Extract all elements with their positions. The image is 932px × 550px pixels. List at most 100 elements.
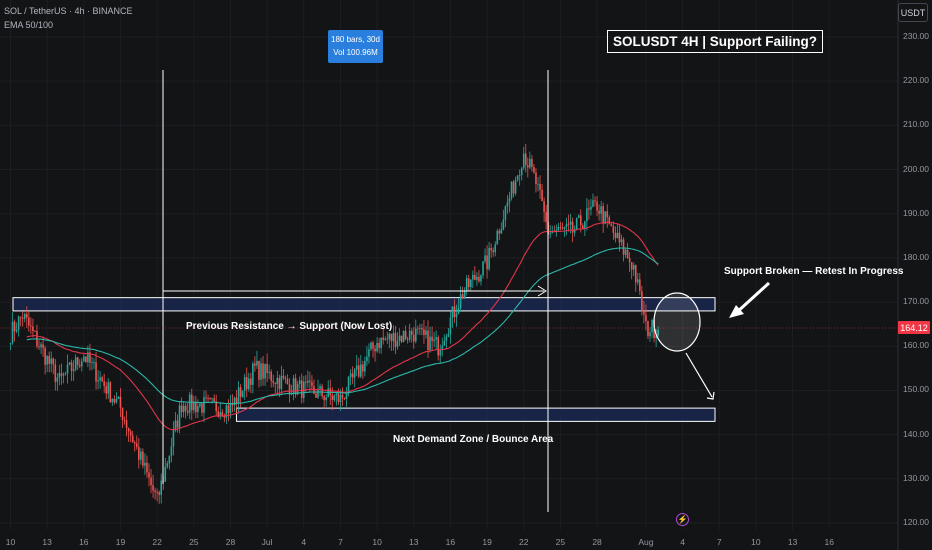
x-tick-label: 25 [189,537,199,547]
candle-body [199,403,201,407]
candle-body [166,463,169,467]
candle-body [634,264,637,283]
candle-body [376,342,378,352]
y-tick-label: 200.00 [903,163,929,174]
candle-body [400,335,403,342]
candle-body [425,330,427,335]
candle-body [567,223,570,225]
candle-body [498,230,501,234]
candle-body [469,279,472,288]
candle-body [140,451,142,460]
candle-body [17,316,20,330]
candle-body [83,356,85,362]
candle-body [490,247,492,251]
support-broken-annotation[interactable]: Support Broken — Retest In Progress [724,266,904,277]
candle-body [543,201,545,212]
candle-body [180,405,183,413]
candle-body [592,200,594,207]
candle-body [30,325,32,327]
candle-body [565,223,568,227]
candle-body [649,332,651,337]
candle-body [148,472,150,478]
x-tick-label: 13 [42,537,52,547]
candle-body [211,398,213,400]
candle-body [608,217,611,225]
next-demand-annotation[interactable]: Next Demand Zone / Bounce Area [393,434,554,445]
candle-body [323,396,325,401]
symbol-header: SOL / TetherUS · 4h · BINANCE [4,6,133,16]
candle-body [62,374,65,376]
candle-body [549,233,552,235]
candle-body [500,229,503,234]
candle-body [138,447,140,460]
measure-bars-label: 180 bars, 30d [331,35,380,44]
candle-body [272,380,275,383]
candle-body [600,206,602,214]
candle-body [606,211,609,218]
candle-body [612,226,615,233]
candle-body [197,406,199,413]
candle-body [588,208,590,210]
candle-body [435,337,437,340]
candle-body [292,378,295,394]
candle-body [52,358,55,365]
currency-button[interactable]: USDT [898,3,928,22]
candle-body [467,278,470,288]
candle-body [343,397,346,399]
candle-body [655,335,657,339]
x-tick-label: 16 [824,537,834,547]
x-tick-label: 19 [482,537,492,547]
x-tick-label: 10 [751,537,761,547]
candle-body [622,239,625,255]
candle-body [620,239,623,243]
candle-body [386,338,389,340]
candle-body [486,255,488,270]
previous-resistance-annotation[interactable]: Previous Resistance → Support (Now Lost) [186,321,393,332]
candle-body [158,492,160,495]
candle-body [474,274,476,280]
candle-body [478,276,480,282]
candle-body [353,369,356,378]
last-price-tag: 164.12 [898,321,930,334]
candle-body [404,331,407,340]
candle-body [93,362,95,364]
candle-body [408,330,411,340]
x-tick-label: 28 [225,537,236,547]
candle-body [225,405,228,418]
candle-body [32,326,34,332]
candle-body [258,360,260,380]
candle-body [201,403,203,413]
candle-body [380,337,382,348]
candle-body [60,373,63,376]
candle-body [472,274,474,280]
candle-body [579,215,582,226]
candle-body [111,399,114,403]
candle-body [355,365,358,370]
x-tick-label: 13 [787,537,798,547]
y-tick-label: 190.00 [903,207,929,218]
candle-body [410,330,413,335]
candle-body [23,314,26,319]
candle-body [150,477,152,486]
down-arrow-head [706,391,715,400]
zone-rect [12,297,716,312]
candle-body [19,316,22,318]
candle-body [557,226,560,231]
chart-title-annotation[interactable]: SOLUSDT 4H | Support Failing? [607,30,824,53]
candle-body [11,321,14,343]
candle-body [239,387,242,397]
candle-body [117,396,120,399]
candle-body [28,317,30,326]
candle-body [72,369,75,371]
candle-body [121,407,124,420]
lightning-icon[interactable]: ⚡ [676,513,689,526]
x-tick-label: 7 [716,537,722,547]
candle-body [630,262,633,270]
candle-body [144,462,146,466]
candle-body [561,228,564,229]
candle-body [129,431,132,436]
candle-body [233,397,236,406]
candle-body [168,455,171,464]
candle-body [97,380,99,382]
